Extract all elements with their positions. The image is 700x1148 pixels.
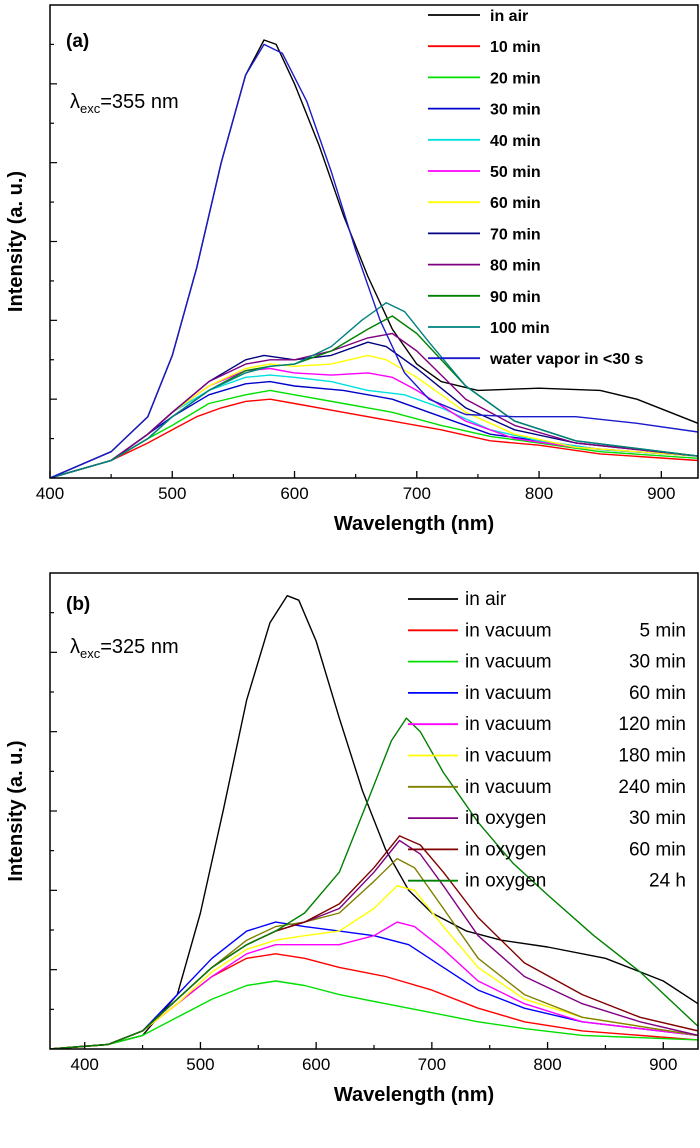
legend-label-duration: 120 min [618, 714, 686, 735]
series-line-2 [50, 398, 698, 478]
x-tick-label: 900 [649, 1055, 677, 1074]
series-group [50, 595, 698, 1049]
legend-label: in vacuum [465, 777, 552, 798]
legend-label: in oxygen [465, 808, 546, 829]
legend-label: in vacuum [465, 652, 552, 673]
series-line-1 [50, 595, 698, 1049]
legend-label: in oxygen [465, 871, 546, 892]
series-line-3 [50, 389, 698, 478]
legend: in air in vacuum 5 min in vacuum 30 min in va… [408, 589, 686, 892]
x-tick-label: 600 [280, 484, 308, 503]
x-axis-label: Wavelength (nm) [334, 1084, 494, 1106]
y-axis-label: Intensity (a. u.) [5, 740, 27, 881]
legend-label: in oxygen [465, 839, 546, 860]
series-line-3 [50, 980, 698, 1049]
legend-label: 40 min [490, 133, 541, 150]
series-line-8 [50, 839, 698, 1049]
panel-label: (b) [66, 594, 90, 615]
legend-label-duration: 180 min [618, 746, 686, 767]
x-axis-label: Wavelength (nm) [334, 513, 494, 535]
series-line-6 [50, 885, 698, 1049]
legend-label: in vacuum [465, 714, 552, 735]
x-tick-label: 700 [418, 1055, 446, 1074]
legend-label-duration: 240 min [618, 777, 686, 798]
legend-label-duration: 60 min [629, 683, 686, 704]
excitation-annotation: λexc=325 nm [70, 636, 179, 661]
legend-label: 60 min [490, 195, 541, 212]
legend-label: 80 min [490, 258, 541, 275]
legend-label-duration: 30 min [629, 652, 686, 673]
legend-label: water vapor in <30 s [489, 351, 644, 368]
legend-label: in air [465, 589, 507, 610]
series-line-9 [50, 835, 698, 1049]
chart-panel-b: 400 500 600 700 800 900 Wavelength (nm) Intensi… [5, 572, 699, 1106]
x-tick-label: 800 [525, 484, 553, 503]
x-tick-label: 600 [302, 1055, 330, 1074]
legend-label: 30 min [490, 102, 541, 119]
legend-label: 70 min [490, 226, 541, 243]
legend-label: in vacuum [465, 746, 552, 767]
series-line-4 [50, 921, 698, 1049]
legend-label: in vacuum [465, 620, 552, 641]
plot-frame [49, 4, 699, 479]
legend-label-duration: 30 min [629, 808, 686, 829]
series-group [50, 39, 698, 478]
excitation-annotation: λexc=355 nm [70, 91, 179, 116]
series-line-4 [50, 380, 698, 478]
legend-label: 90 min [490, 289, 541, 306]
legend-label-duration: 60 min [629, 839, 686, 860]
x-tick-label: 400 [36, 484, 64, 503]
legend-label: 10 min [490, 39, 541, 56]
legend-label: in vacuum [465, 683, 552, 704]
panel-label: (a) [66, 31, 89, 52]
x-tick-label: 500 [186, 1055, 214, 1074]
series-line-6 [50, 367, 698, 478]
x-tick-label: 500 [158, 484, 186, 503]
x-tick-label: 400 [71, 1055, 99, 1074]
legend: in air 10 min 20 min 30 min 40 min 50 min 60 m… [428, 8, 644, 368]
legend-label: in air [490, 8, 528, 25]
legend-label-duration: 24 h [649, 871, 686, 892]
series-line-11 [50, 302, 698, 478]
x-tick-label: 900 [647, 484, 675, 503]
legend-label: 20 min [490, 70, 541, 87]
x-tick-label: 700 [403, 484, 431, 503]
series-line-10 [50, 717, 698, 1049]
series-line-12 [50, 43, 698, 478]
legend-label-duration: 5 min [640, 620, 686, 641]
legend-label: 100 min [490, 320, 550, 337]
legend-label: 50 min [490, 164, 541, 181]
x-tick-label: 800 [533, 1055, 561, 1074]
chart-panel-a: 400 500 600 700 800 900 Wavelength (nm) Intensi… [5, 4, 699, 535]
y-axis-label: Intensity (a. u.) [5, 171, 27, 312]
series-line-7 [50, 857, 698, 1049]
